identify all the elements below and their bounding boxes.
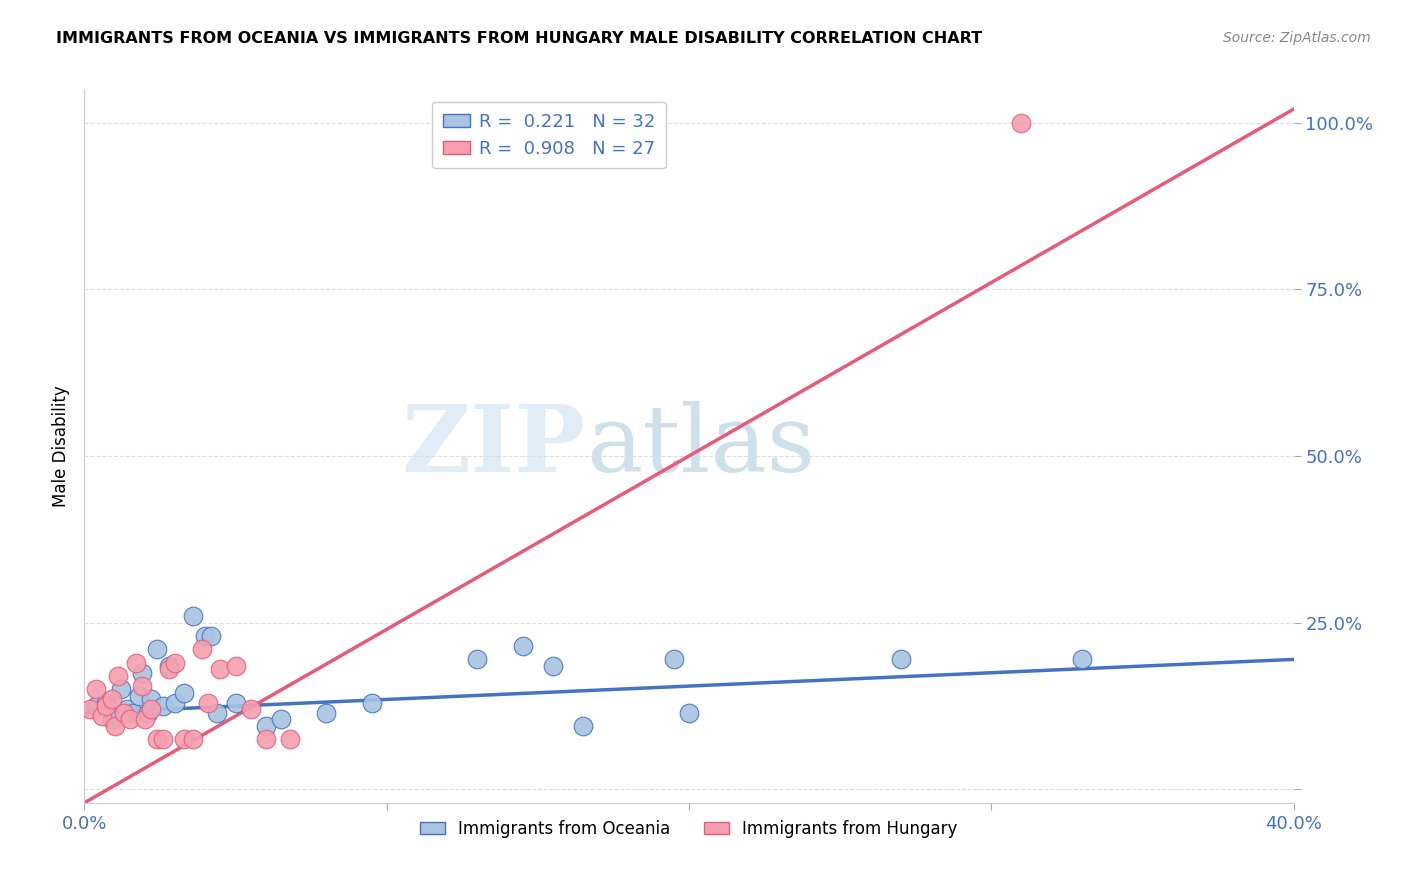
Point bbox=[118, 713, 141, 727]
Point bbox=[134, 713, 156, 727]
Point bbox=[94, 696, 117, 710]
Point bbox=[225, 659, 247, 673]
Point bbox=[254, 719, 277, 733]
Point bbox=[541, 659, 564, 673]
Point bbox=[572, 719, 595, 733]
Point bbox=[360, 696, 382, 710]
Point bbox=[1011, 115, 1033, 129]
Point bbox=[181, 732, 204, 747]
Point bbox=[131, 679, 153, 693]
Point bbox=[146, 732, 169, 747]
Point bbox=[191, 642, 214, 657]
Text: Source: ZipAtlas.com: Source: ZipAtlas.com bbox=[1223, 31, 1371, 45]
Point bbox=[100, 713, 122, 727]
Point bbox=[662, 652, 685, 666]
Point bbox=[270, 713, 292, 727]
Text: atlas: atlas bbox=[586, 401, 815, 491]
Point bbox=[173, 732, 195, 747]
Point bbox=[512, 639, 534, 653]
Point bbox=[121, 706, 143, 720]
Point bbox=[254, 732, 277, 747]
Point bbox=[678, 706, 700, 720]
Point bbox=[107, 669, 129, 683]
Point bbox=[315, 706, 337, 720]
Point bbox=[79, 702, 101, 716]
Point bbox=[197, 696, 219, 710]
Point bbox=[200, 629, 222, 643]
Point bbox=[278, 732, 301, 747]
Y-axis label: Male Disability: Male Disability bbox=[52, 385, 70, 507]
Point bbox=[100, 692, 122, 706]
Point bbox=[86, 682, 108, 697]
Point bbox=[181, 609, 204, 624]
Point bbox=[115, 702, 138, 716]
Point bbox=[467, 652, 489, 666]
Point bbox=[104, 719, 127, 733]
Point bbox=[131, 665, 153, 680]
Point bbox=[157, 659, 180, 673]
Point bbox=[139, 702, 162, 716]
Point bbox=[225, 696, 247, 710]
Point bbox=[112, 706, 135, 720]
Point bbox=[239, 702, 262, 716]
Point bbox=[1071, 652, 1094, 666]
Point bbox=[194, 629, 217, 643]
Point bbox=[136, 706, 159, 720]
Point bbox=[209, 662, 232, 676]
Text: IMMIGRANTS FROM OCEANIA VS IMMIGRANTS FROM HUNGARY MALE DISABILITY CORRELATION C: IMMIGRANTS FROM OCEANIA VS IMMIGRANTS FR… bbox=[56, 31, 983, 46]
Point bbox=[125, 656, 148, 670]
Point bbox=[146, 642, 169, 657]
Point bbox=[157, 662, 180, 676]
Point bbox=[110, 682, 132, 697]
Point bbox=[173, 686, 195, 700]
Point bbox=[890, 652, 912, 666]
Point bbox=[152, 732, 174, 747]
Legend: Immigrants from Oceania, Immigrants from Hungary: Immigrants from Oceania, Immigrants from… bbox=[413, 814, 965, 845]
Point bbox=[207, 706, 229, 720]
Point bbox=[94, 699, 117, 714]
Point bbox=[165, 696, 187, 710]
Point bbox=[165, 656, 187, 670]
Point bbox=[86, 699, 108, 714]
Text: ZIP: ZIP bbox=[402, 401, 586, 491]
Point bbox=[91, 709, 114, 723]
Point bbox=[128, 689, 150, 703]
Point bbox=[139, 692, 162, 706]
Point bbox=[152, 699, 174, 714]
